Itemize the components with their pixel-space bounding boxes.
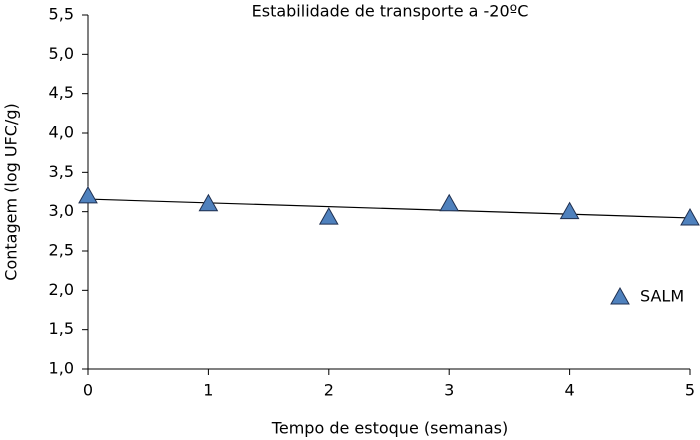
point: [318, 207, 339, 225]
x-axis-label: Tempo de estoque (semanas): [271, 419, 508, 438]
x-tick-label: 5: [685, 381, 695, 400]
y-tick-label: 1,0: [49, 359, 74, 378]
chart-title: Estabilidade de transporte a -20ºC: [252, 2, 529, 21]
point: [439, 193, 460, 212]
point: [198, 193, 219, 212]
y-tick-label: 3,5: [49, 162, 74, 181]
y-tick-label: 4,5: [49, 83, 74, 102]
point: [559, 201, 580, 220]
x-tick-label: 2: [324, 381, 334, 400]
y-tick-label: 2,0: [49, 280, 74, 299]
y-axis-label: Contagem (log UFC/g): [2, 103, 21, 280]
x-tick-label: 1: [203, 381, 213, 400]
point: [680, 207, 700, 226]
legend-marker: [610, 286, 630, 305]
point: [78, 185, 98, 204]
x-tick-label: 4: [565, 381, 575, 400]
y-tick-label: 2,5: [49, 241, 74, 260]
x-tick-label: 0: [83, 381, 93, 400]
y-tick-label: 5,0: [49, 44, 74, 63]
y-tick-label: 1,5: [49, 319, 74, 338]
y-tick-label: 3,0: [49, 201, 74, 220]
y-tick-label: 5,5: [49, 5, 74, 24]
x-tick-label: 3: [444, 381, 454, 400]
y-tick-label: 4,0: [49, 123, 74, 142]
trendline: [87, 198, 691, 219]
legend-label: SALM: [640, 287, 684, 306]
